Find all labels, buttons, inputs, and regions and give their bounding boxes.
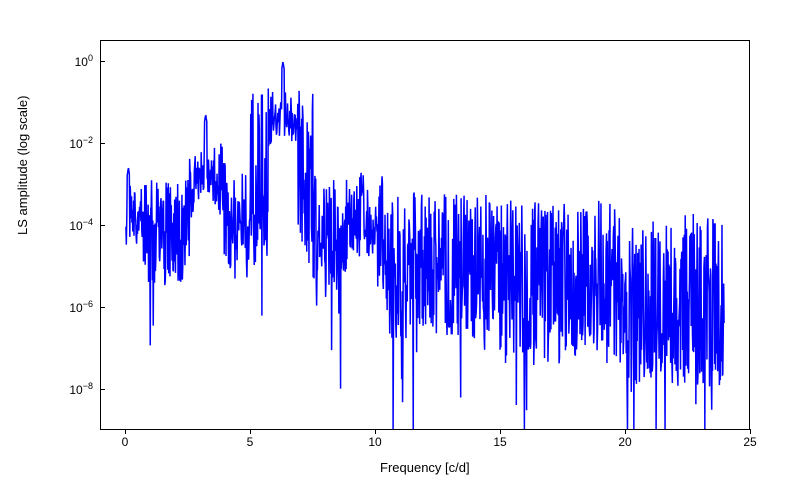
plot-area: [100, 40, 750, 430]
y-tick-label: 10−2: [69, 135, 93, 151]
y-tick-label: 10−4: [69, 217, 93, 233]
x-tick-mark: [750, 429, 751, 434]
x-tick-label: 25: [743, 435, 756, 449]
y-tick-label: 10−8: [69, 381, 93, 397]
y-tick-label: 100: [75, 53, 93, 69]
y-tick-label: 10−6: [69, 299, 93, 315]
x-tick-mark: [375, 429, 376, 434]
y-axis-label: LS amplitude (log scale): [15, 96, 30, 235]
x-tick-label: 15: [493, 435, 506, 449]
x-tick-mark: [625, 429, 626, 434]
periodogram-line: [101, 41, 749, 429]
x-axis-label: Frequency [c/d]: [380, 460, 470, 475]
x-tick-label: 5: [247, 435, 254, 449]
x-tick-mark: [500, 429, 501, 434]
y-tick-mark: [100, 61, 105, 62]
x-tick-mark: [125, 429, 126, 434]
y-tick-mark: [100, 225, 105, 226]
x-tick-label: 10: [368, 435, 381, 449]
y-tick-mark: [100, 143, 105, 144]
y-tick-mark: [100, 307, 105, 308]
x-tick-label: 0: [122, 435, 129, 449]
y-tick-mark: [100, 389, 105, 390]
x-tick-mark: [250, 429, 251, 434]
x-tick-label: 20: [618, 435, 631, 449]
